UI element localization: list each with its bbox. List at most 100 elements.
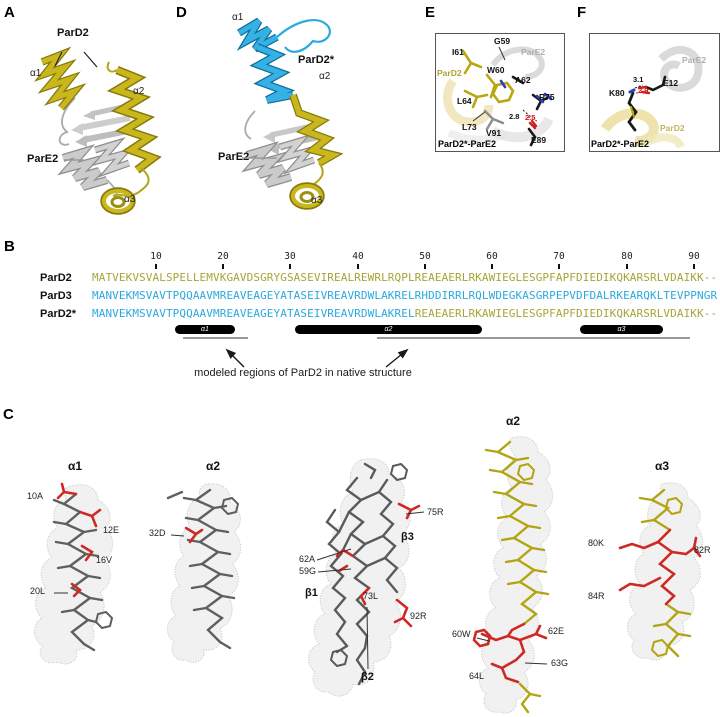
- ruler-tick: [491, 264, 493, 269]
- pard2-ribbon: [443, 78, 494, 127]
- residue-label-92r: 92R: [410, 611, 427, 621]
- pare2-gray-cartoon: [241, 110, 321, 188]
- alpha3-density-structure: [618, 482, 703, 661]
- density-mesh: [167, 483, 241, 663]
- residue-label-l73: L73: [462, 122, 477, 132]
- ruler-tick-label: 70: [553, 251, 565, 262]
- modeled-region-line-2: [377, 337, 690, 339]
- pard2star-yellow-cartoon: [289, 93, 344, 210]
- residue-label-16v: 16V: [96, 555, 113, 565]
- residue-label-80k: 80K: [588, 538, 605, 548]
- residue-label-62a: 62A: [299, 554, 316, 564]
- yellow-sticks: [484, 440, 550, 714]
- panel-a-alpha3-label: α3: [124, 194, 136, 205]
- residue-label-g59: G59: [494, 36, 511, 46]
- pard2star-cyan-cartoon: [236, 17, 331, 104]
- gray-sticks: [483, 109, 505, 131]
- ruler-tick: [693, 264, 695, 269]
- panel-a-letter: A: [4, 4, 15, 21]
- panel-a-alpha1-label: α1: [30, 68, 42, 79]
- sequence-segment-pard2-part: REAEAERLRKAWIEGLESGPFAPFDIEDIKQKARSRLVDA…: [414, 307, 718, 320]
- strand-label-beta1: β1: [305, 587, 318, 599]
- pare2-ribbon: [658, 45, 703, 92]
- ruler-tick: [558, 264, 560, 269]
- panel-f-letter: F: [577, 4, 587, 21]
- panel-e-pard2-label: ParD2: [437, 68, 462, 78]
- highlight-sticks: [56, 482, 102, 598]
- residue-label-12e: 12E: [103, 525, 120, 535]
- ruler-tick-label: 60: [486, 251, 498, 262]
- strand-label-beta2: β2: [361, 671, 374, 683]
- ruler-tick: [155, 264, 157, 269]
- distance-label-2-5: 2.5: [525, 113, 536, 122]
- ruler-tick-label: 80: [621, 251, 633, 262]
- residue-label-62e: 62E: [548, 626, 565, 636]
- residue-label-75r: 75R: [427, 507, 444, 517]
- panel-c-col5-title: α3: [655, 459, 670, 473]
- residue-label-k80: K80: [609, 88, 625, 98]
- residue-label-20l: 20L: [30, 586, 46, 596]
- panel-e-interaction-view: [443, 46, 554, 147]
- panel-a-alpha2-label: α2: [133, 86, 145, 97]
- panel-f-pard2-label: ParD2: [660, 123, 685, 133]
- pard2-ribbon: [600, 108, 685, 149]
- ruler-tick-label: 50: [419, 251, 431, 262]
- residue-label-60w: 60W: [452, 629, 471, 639]
- ruler-tick: [424, 264, 426, 269]
- alpha1-density-structure: [34, 482, 114, 665]
- panel-a-pard2-label: ParD2: [57, 27, 89, 39]
- density-mesh: [308, 458, 411, 697]
- modeled-region-line-1: [183, 337, 248, 339]
- residue-label-59g: 59G: [299, 566, 317, 576]
- panel-e-caption: ParD2*-ParE2: [438, 139, 497, 149]
- sequence-text: MATVEKVSVALSPELLEMVKGAVDSGRYGSASEVIREALR…: [92, 271, 718, 284]
- panel-d-letter: D: [176, 4, 187, 21]
- panel-b-arrows: [225, 348, 409, 368]
- sequence-name: ParD2*: [40, 308, 77, 320]
- panel-e-letter: E: [425, 4, 436, 21]
- panel-d-alpha1-label: α1: [232, 12, 244, 23]
- panel-f-pare2-label: ParE2: [682, 55, 707, 65]
- highlight-sticks: [184, 526, 204, 544]
- pard2star-pare2-structure: [236, 17, 344, 210]
- nitrogen-blue: [499, 79, 553, 104]
- highlight-sticks: [618, 528, 702, 606]
- sequence-text: MANVEKMSVAVTPQQAAVMREAVEAGEYATASEIVREAVR…: [92, 308, 717, 320]
- distance-label-2-9: 2.9: [638, 86, 649, 95]
- ruler-tick-label: 30: [284, 251, 296, 262]
- ruler-tick: [357, 264, 359, 269]
- panel-c-col2-title: α2: [206, 459, 221, 473]
- backbone-sticks: [166, 488, 240, 650]
- panel-f-caption: ParD2*-ParE2: [591, 139, 650, 149]
- sequence-name: ParD2: [40, 272, 72, 284]
- highlight-sticks: [472, 622, 548, 684]
- residue-label-84r: 84R: [588, 591, 605, 601]
- panel-d-pare2-label: ParE2: [218, 151, 250, 163]
- density-mesh: [34, 484, 113, 665]
- oxygen-red: [528, 119, 538, 130]
- panel-b-caption: modeled regions of ParD2 in native struc…: [194, 367, 412, 379]
- residue-label-e89: E89: [531, 135, 547, 145]
- panel-b-letter: B: [4, 238, 15, 255]
- ruler-tick: [289, 264, 291, 269]
- residue-label-10a: 10A: [27, 491, 44, 501]
- residue-label-r75: R75: [539, 92, 555, 102]
- panel-d-pard2star-label: ParD2*: [298, 54, 335, 66]
- ruler-tick: [222, 264, 224, 269]
- residue-label-w60: W60: [487, 65, 505, 75]
- panel-f-interaction-view: [600, 45, 703, 149]
- ruler-tick-label: 20: [217, 251, 229, 262]
- distance-label-3-1: 3.1: [633, 75, 644, 84]
- residue-label-32d: 32D: [149, 528, 166, 538]
- k80-stick: [627, 91, 638, 132]
- distance-label-2-8: 2.8: [509, 112, 520, 121]
- helix-bar-alpha1: α1: [175, 325, 235, 334]
- residue-label-i61: I61: [452, 47, 464, 57]
- panel-c-letter: C: [3, 406, 14, 423]
- ruler-tick-label: 40: [352, 251, 364, 262]
- residue-label-l64: L64: [457, 96, 472, 106]
- panel-c-col4-title: α2: [506, 414, 521, 428]
- residue-label-e12: E12: [663, 78, 679, 88]
- sequence-name: ParD3: [40, 290, 72, 302]
